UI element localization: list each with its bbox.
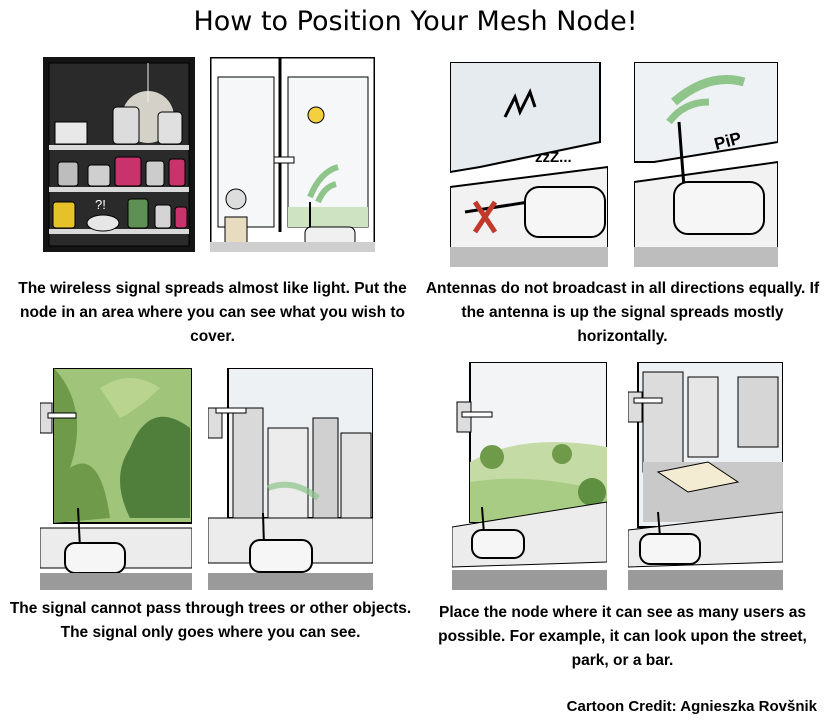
caption-light: The wireless signal spreads almost like … xyxy=(18,280,407,345)
sleep-sketch-text: zzZ... xyxy=(535,149,572,166)
trees-illustration xyxy=(40,368,192,590)
shelf-illustration: ?! xyxy=(43,57,195,252)
page-title: How to Position Your Mesh Node! xyxy=(193,6,638,37)
caption-users: Place the node where it can see as many … xyxy=(438,604,807,669)
city-illustration xyxy=(208,368,373,590)
sleeping-node-illustration: zzZ... xyxy=(450,62,608,267)
caption-antenna: Antennas do not broadcast in all directi… xyxy=(425,280,820,345)
caption-trees: The signal cannot pass through trees or … xyxy=(9,600,412,641)
cartoon-credit: Cartoon Credit: Agnieszka Rovšnik xyxy=(566,698,817,715)
park-illustration xyxy=(452,362,607,590)
window-sun-illustration xyxy=(210,57,375,252)
shelf-sketch-text: ?! xyxy=(95,197,106,212)
square-illustration xyxy=(628,362,783,590)
antenna-up-illustration: PiP xyxy=(634,62,778,267)
